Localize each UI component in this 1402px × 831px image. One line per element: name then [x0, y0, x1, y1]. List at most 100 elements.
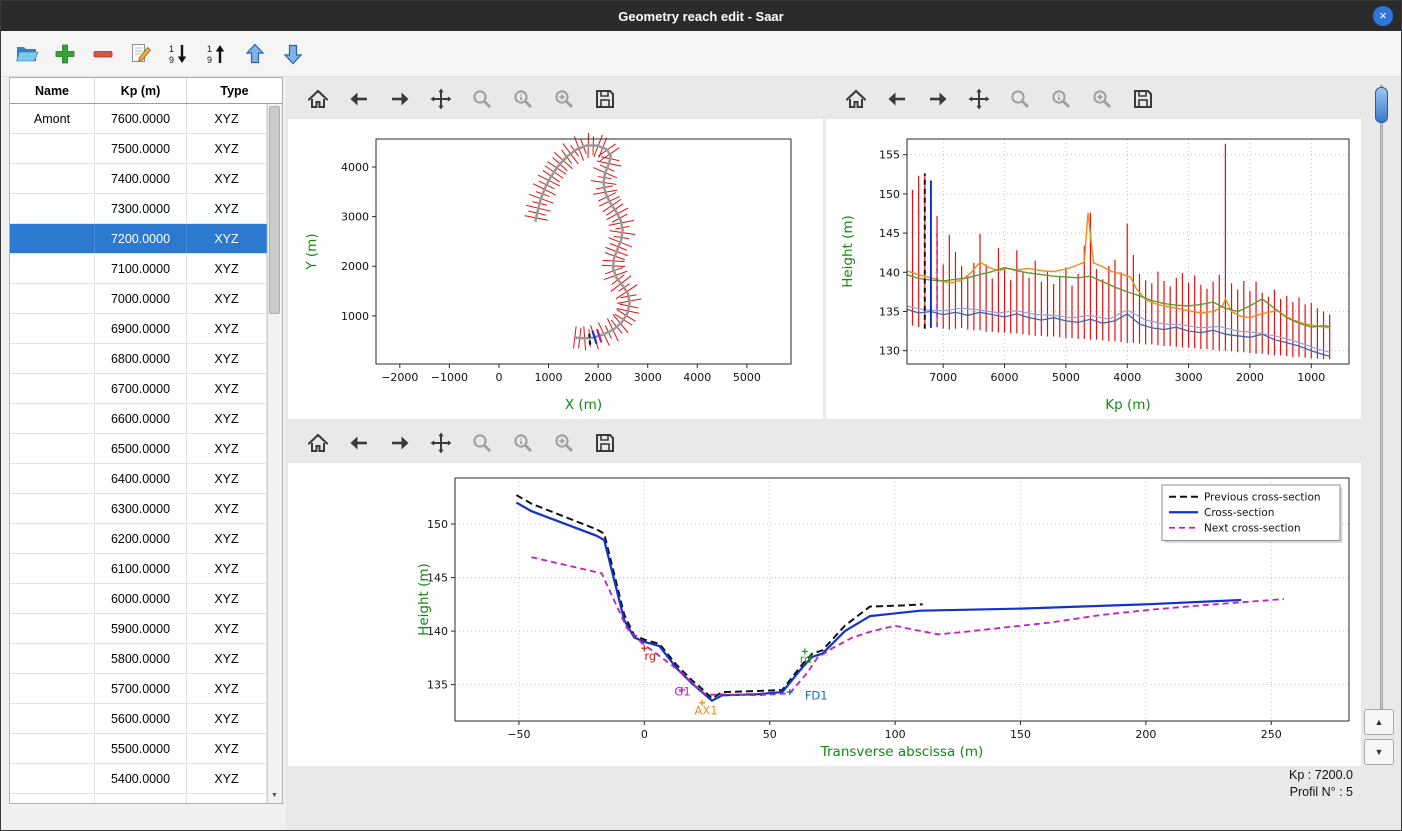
- table-scrollbar-down-icon[interactable]: ▼: [271, 792, 278, 799]
- previous-section-button[interactable]: ▲: [1364, 709, 1394, 735]
- home-button[interactable]: [304, 85, 332, 113]
- section-slider[interactable]: [1375, 85, 1389, 709]
- table-row[interactable]: 6000.0000 XYZ: [10, 584, 267, 614]
- zoom-rect-icon: [552, 431, 576, 455]
- cell-kp: 5900.0000: [95, 614, 187, 643]
- save-icon: [593, 87, 617, 111]
- move-up-button[interactable]: [241, 40, 269, 68]
- close-button[interactable]: ×: [1373, 6, 1393, 26]
- save-button[interactable]: [1129, 85, 1157, 113]
- column-header-type[interactable]: Type: [220, 83, 249, 98]
- svg-text:7000: 7000: [929, 371, 957, 384]
- table-row[interactable]: 6200.0000 XYZ: [10, 524, 267, 554]
- svg-text:50: 50: [763, 728, 777, 741]
- forward-button[interactable]: [386, 85, 414, 113]
- cell-kp: 7600.0000: [95, 104, 187, 133]
- table-row[interactable]: 7300.0000 XYZ: [10, 194, 267, 224]
- back-button[interactable]: [883, 85, 911, 113]
- table-scrollbar-thumb[interactable]: [269, 106, 280, 314]
- table-row[interactable]: 5400.0000 XYZ: [10, 764, 267, 794]
- cell-kp: 6300.0000: [95, 494, 187, 523]
- table-row[interactable]: 6500.0000 XYZ: [10, 434, 267, 464]
- table-row[interactable]: 6100.0000 XYZ: [10, 554, 267, 584]
- sort-ascending-button[interactable]: 1 9: [203, 40, 231, 68]
- home-button[interactable]: [304, 429, 332, 457]
- zoom-rect-button[interactable]: [1088, 85, 1116, 113]
- column-header-kp[interactable]: Kp (m): [95, 78, 187, 103]
- table-row[interactable]: 5600.0000 XYZ: [10, 704, 267, 734]
- table-scrollbar[interactable]: ▼: [267, 104, 282, 803]
- svg-text:1000: 1000: [535, 371, 563, 384]
- zoom-info-button[interactable]: [1047, 85, 1075, 113]
- plan-view-canvas[interactable]: −2000 −1000 0 1000 2000 3000 4000 5000 1000 2000 3…: [288, 119, 823, 419]
- cell-type: XYZ: [187, 524, 267, 553]
- svg-text:2000: 2000: [341, 260, 369, 273]
- cell-kp: 5300.0000: [95, 794, 187, 803]
- pan-button[interactable]: [427, 85, 455, 113]
- cell-name: [10, 134, 95, 163]
- zoom-rect-button[interactable]: [550, 85, 578, 113]
- cell-type: XYZ: [187, 614, 267, 643]
- table-row[interactable]: 7200.0000 XYZ: [10, 224, 267, 254]
- cell-name: [10, 584, 95, 613]
- cell-type: XYZ: [187, 224, 267, 253]
- table-row[interactable]: 6600.0000 XYZ: [10, 404, 267, 434]
- table-row[interactable]: 7500.0000 XYZ: [10, 134, 267, 164]
- sort-descending-button[interactable]: 1 9: [165, 40, 193, 68]
- cell-name: [10, 224, 95, 253]
- zoom-button[interactable]: [468, 429, 496, 457]
- longitudinal-profile-canvas[interactable]: 7000 6000 5000 4000 3000 2000 1000 130 135 140 145…: [826, 119, 1361, 419]
- table-row[interactable]: 7100.0000 XYZ: [10, 254, 267, 284]
- table-row[interactable]: 6800.0000 XYZ: [10, 344, 267, 374]
- zoom-info-button[interactable]: [509, 85, 537, 113]
- table-row[interactable]: 7000.0000 XYZ: [10, 284, 267, 314]
- next-section-button[interactable]: ▼: [1364, 739, 1394, 765]
- table-row[interactable]: 5800.0000 XYZ: [10, 644, 267, 674]
- back-button[interactable]: [345, 429, 373, 457]
- open-button[interactable]: [13, 40, 41, 68]
- home-icon: [306, 87, 330, 111]
- cell-name: [10, 374, 95, 403]
- cell-kp: 7400.0000: [95, 164, 187, 193]
- zoom-button[interactable]: [1006, 85, 1034, 113]
- back-icon: [347, 431, 371, 455]
- cell-name: [10, 764, 95, 793]
- move-down-button[interactable]: [279, 40, 307, 68]
- forward-button[interactable]: [386, 429, 414, 457]
- forward-icon: [388, 87, 412, 111]
- zoom-rect-button[interactable]: [550, 429, 578, 457]
- edit-section-button[interactable]: [127, 40, 155, 68]
- cell-kp: 7300.0000: [95, 194, 187, 223]
- table-row[interactable]: 7400.0000 XYZ: [10, 164, 267, 194]
- table-row[interactable]: 5700.0000 XYZ: [10, 674, 267, 704]
- table-row[interactable]: Amont 7600.0000 XYZ: [10, 104, 267, 134]
- cell-type: XYZ: [187, 674, 267, 703]
- save-button[interactable]: [591, 85, 619, 113]
- svg-text:130: 130: [879, 345, 900, 358]
- column-header-name[interactable]: Name: [10, 78, 95, 103]
- save-button[interactable]: [591, 429, 619, 457]
- svg-text:2000: 2000: [1236, 371, 1264, 384]
- longitudinal-profile-panel: 7000 6000 5000 4000 3000 2000 1000 130 135 140 145…: [826, 79, 1363, 419]
- svg-text:FD1: FD1: [805, 689, 828, 703]
- forward-button[interactable]: [924, 85, 952, 113]
- zoom-info-button[interactable]: [509, 429, 537, 457]
- pan-button[interactable]: [965, 85, 993, 113]
- zoom-button[interactable]: [468, 85, 496, 113]
- cross-section-canvas[interactable]: rg rd FD1 AX1 G1 −50 0 50 100 150 200 250 135 140 145 1…: [288, 463, 1361, 766]
- table-row[interactable]: 6400.0000 XYZ: [10, 464, 267, 494]
- back-button[interactable]: [345, 85, 373, 113]
- pan-button[interactable]: [427, 429, 455, 457]
- table-row[interactable]: 5500.0000 XYZ: [10, 734, 267, 764]
- table-row[interactable]: 6900.0000 XYZ: [10, 314, 267, 344]
- home-button[interactable]: [842, 85, 870, 113]
- svg-text:3000: 3000: [634, 371, 662, 384]
- add-section-button[interactable]: [51, 40, 79, 68]
- remove-section-button[interactable]: [89, 40, 117, 68]
- table-row[interactable]: 6700.0000 XYZ: [10, 374, 267, 404]
- slider-thumb[interactable]: [1375, 87, 1388, 123]
- zoom-info-icon: [511, 431, 535, 455]
- table-row[interactable]: 6300.0000 XYZ: [10, 494, 267, 524]
- table-row[interactable]: 5900.0000 XYZ: [10, 614, 267, 644]
